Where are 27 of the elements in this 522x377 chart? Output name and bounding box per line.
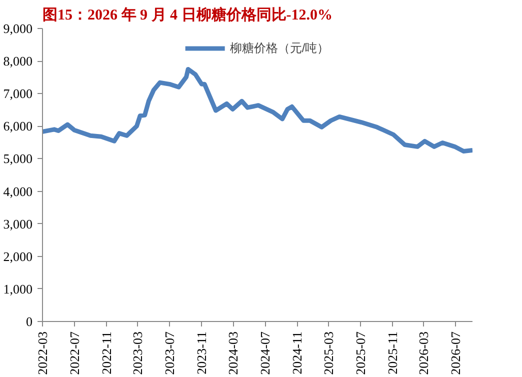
y-tick-label: 4,000 <box>3 184 32 199</box>
x-tick-label: 2026-07 <box>448 331 464 375</box>
x-tick-label: 2025-11 <box>384 331 400 374</box>
x-tick-label: 2022-11 <box>98 331 114 374</box>
x-tick-label: 2024-11 <box>290 331 305 374</box>
y-tick-label: 6,000 <box>3 118 32 134</box>
legend-label: 柳糖价格（元/吨） <box>230 40 330 56</box>
x-tick-label: 2024-03 <box>226 331 241 375</box>
y-tick-label: 9,000 <box>3 21 32 36</box>
y-tick-label: 7,000 <box>3 86 32 102</box>
y-tick-label: 3,000 <box>3 216 32 232</box>
x-tick-label: 2024-07 <box>258 331 273 375</box>
line-series <box>42 66 472 154</box>
x-tick-label: 2023-07 <box>162 331 178 375</box>
y-tick-label: 0 <box>26 314 32 329</box>
chart-title: 图15：2026 年 9 月 4 日柳糖价格同比-12.0% <box>42 6 332 24</box>
x-tick-label: 2023-11 <box>194 331 210 374</box>
y-tick-label: 8,000 <box>3 54 32 69</box>
x-tick-label: 2022-07 <box>66 331 82 375</box>
y-tick-label: 2,000 <box>3 248 32 264</box>
x-tick-label: 2025-03 <box>320 331 336 375</box>
x-tick-label: 2022-03 <box>35 331 50 375</box>
y-tick-label: 1,000 <box>3 281 32 296</box>
y-tick-label: 5,000 <box>3 151 32 166</box>
x-tick-label: 2025-07 <box>352 331 368 375</box>
x-tick-label: 2026-03 <box>416 331 432 375</box>
x-tick-label: 2023-03 <box>130 331 146 375</box>
